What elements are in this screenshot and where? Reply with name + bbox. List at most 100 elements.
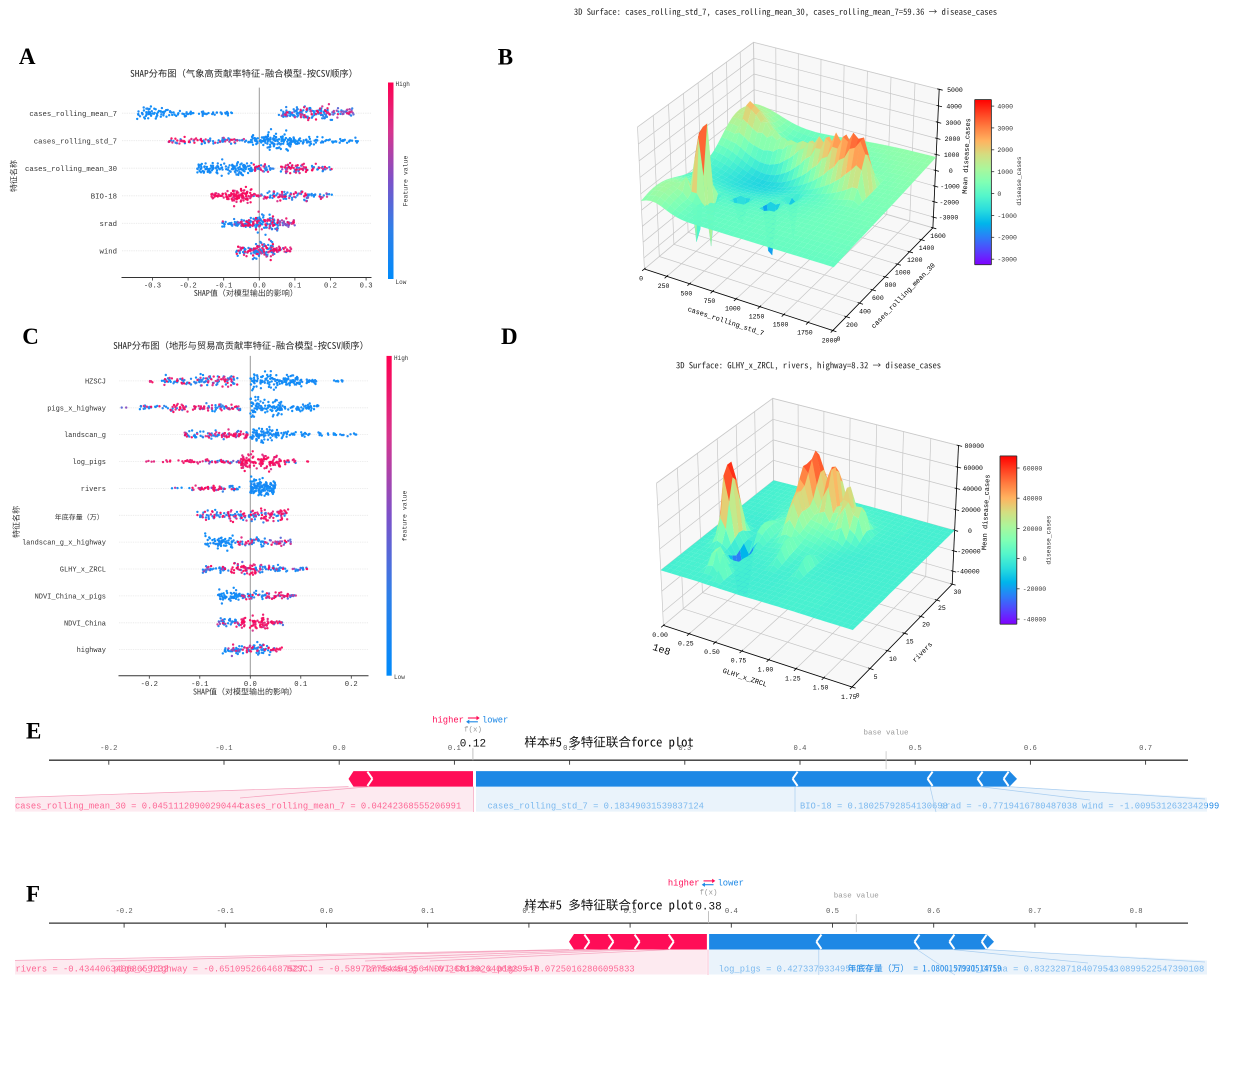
svg-text:High: High (396, 81, 411, 88)
svg-text:0.75: 0.75 (731, 658, 747, 665)
svg-text:2000: 2000 (822, 337, 838, 344)
svg-text:F: F (26, 882, 40, 907)
svg-text:0: 0 (639, 275, 643, 282)
svg-text:higher: higher (432, 716, 464, 726)
svg-text:lower: lower (482, 716, 508, 726)
svg-text:B: B (498, 45, 513, 70)
svg-text:GLHY_x_ZRCL: GLHY_x_ZRCL (60, 567, 106, 575)
svg-text:20000: 20000 (961, 507, 981, 514)
svg-text:0.38: 0.38 (695, 902, 721, 914)
svg-text:cases_rolling_mean_7: cases_rolling_mean_7 (29, 111, 117, 119)
svg-text:0: 0 (997, 191, 1001, 198)
svg-text:-1000: -1000 (997, 213, 1017, 220)
svg-text:-2000: -2000 (997, 235, 1017, 242)
svg-text:0.0: 0.0 (320, 908, 333, 916)
svg-text:40000: 40000 (962, 486, 982, 493)
svg-text:srad: srad (99, 221, 117, 229)
svg-text:0.3: 0.3 (624, 908, 637, 916)
svg-text:800: 800 (885, 282, 897, 289)
svg-text:-3000: -3000 (939, 215, 959, 222)
svg-text:2000: 2000 (945, 136, 961, 143)
svg-text:pigs_x_highway = -0.6510952664: pigs_x_highway = -0.6510952664687527 (114, 964, 304, 974)
svg-text:0: 0 (836, 336, 840, 343)
svg-text:C: C (22, 324, 39, 349)
svg-text:0.50: 0.50 (704, 649, 720, 656)
svg-text:1000: 1000 (997, 169, 1013, 176)
svg-text:0.2: 0.2 (324, 283, 337, 291)
svg-text:0.7: 0.7 (1028, 908, 1041, 916)
svg-text:0.1: 0.1 (294, 681, 307, 689)
svg-text:1750: 1750 (797, 329, 813, 336)
svg-text:1200: 1200 (907, 257, 923, 264)
svg-text:15: 15 (906, 639, 914, 646)
svg-text:750: 750 (704, 298, 716, 305)
svg-text:0.2: 0.2 (345, 681, 358, 689)
svg-text:200: 200 (846, 322, 858, 329)
svg-text:4000: 4000 (997, 103, 1013, 110)
svg-text:0: 0 (949, 168, 953, 175)
svg-text:Mean disease_cases: Mean disease_cases (981, 474, 992, 550)
svg-text:20: 20 (922, 622, 930, 629)
svg-text:feature value: feature value (402, 491, 409, 542)
svg-text:1400: 1400 (919, 245, 935, 252)
svg-text:-0.1: -0.1 (191, 681, 208, 689)
svg-text:landscan_g_x_highway: landscan_g_x_highway (22, 540, 106, 548)
svg-text:0.2: 0.2 (563, 745, 576, 753)
svg-text:-0.1: -0.1 (215, 283, 232, 291)
svg-text:disease_cases: disease_cases (1016, 156, 1023, 205)
svg-text:-0.2: -0.2 (100, 745, 117, 753)
svg-text:f(x): f(x) (464, 727, 482, 735)
svg-text:-0.2: -0.2 (179, 283, 196, 291)
svg-text:-40000: -40000 (956, 569, 980, 576)
svg-text:Low: Low (396, 279, 407, 286)
svg-text:20000: 20000 (1023, 526, 1043, 533)
svg-text:-1000: -1000 (940, 184, 960, 191)
svg-text:4000: 4000 (946, 104, 962, 111)
svg-text:rivers = -0.43440634068659232: rivers = -0.43440634068659232 (16, 964, 169, 974)
svg-text:0.12: 0.12 (460, 739, 486, 751)
svg-text:NDVI_China_x_pigs: NDVI_China_x_pigs (35, 593, 106, 601)
svg-text:30: 30 (953, 589, 961, 596)
svg-text:1e8: 1e8 (651, 643, 672, 659)
svg-text:base value: base value (864, 730, 909, 738)
svg-text:0.5: 0.5 (909, 745, 922, 753)
svg-text:0.4: 0.4 (725, 908, 738, 916)
svg-text:3000: 3000 (997, 125, 1013, 132)
svg-text:0.0: 0.0 (244, 681, 257, 689)
svg-text:landscan_g = -0.36813926406829: landscan_g = -0.36813926406829547 (364, 964, 538, 974)
svg-text:1.50: 1.50 (813, 685, 829, 692)
svg-text:0.00: 0.00 (652, 632, 668, 639)
svg-text:0: 0 (968, 528, 972, 535)
svg-text:0: 0 (856, 693, 860, 700)
svg-text:-3000: -3000 (997, 257, 1017, 264)
svg-text:1600: 1600 (930, 233, 946, 240)
svg-text:1.25: 1.25 (785, 676, 801, 683)
svg-text:40000: 40000 (1023, 496, 1043, 503)
svg-text:High: High (394, 355, 409, 362)
svg-text:base value: base value (834, 893, 879, 901)
svg-text:1000: 1000 (725, 306, 741, 313)
svg-text:Mean disease_cases: Mean disease_cases (962, 118, 973, 194)
svg-text:0.25: 0.25 (678, 640, 694, 647)
svg-text:0.0: 0.0 (253, 283, 266, 291)
svg-text:-0.2: -0.2 (115, 908, 132, 916)
svg-text:0.1: 0.1 (421, 908, 434, 916)
svg-text:0.3: 0.3 (678, 745, 691, 753)
svg-text:1000: 1000 (944, 152, 960, 159)
svg-text:NDVI_China_x_pigs = 0.07250162: NDVI_China_x_pigs = 0.07250162806095833 (429, 964, 635, 974)
svg-text:5: 5 (874, 674, 878, 681)
svg-text:-0.1: -0.1 (215, 745, 232, 753)
svg-text:-0.2: -0.2 (141, 681, 158, 689)
svg-text:10: 10 (889, 656, 897, 663)
svg-text:lower: lower (718, 878, 744, 888)
svg-text:cases_rolling_mean_7 = 0.04242: cases_rolling_mean_7 = 0.042423685552069… (240, 802, 462, 812)
svg-text:pigs_x_highway: pigs_x_highway (47, 405, 106, 413)
svg-text:BIO-18: BIO-18 (91, 193, 117, 201)
svg-text:400: 400 (859, 309, 871, 316)
svg-text:1.00: 1.00 (758, 667, 774, 674)
svg-text:-0.3: -0.3 (144, 283, 161, 291)
svg-text:25: 25 (938, 605, 946, 612)
svg-text:D: D (501, 324, 518, 349)
svg-text:1.75: 1.75 (841, 694, 857, 701)
svg-text:disease_cases: disease_cases (1046, 515, 1053, 564)
